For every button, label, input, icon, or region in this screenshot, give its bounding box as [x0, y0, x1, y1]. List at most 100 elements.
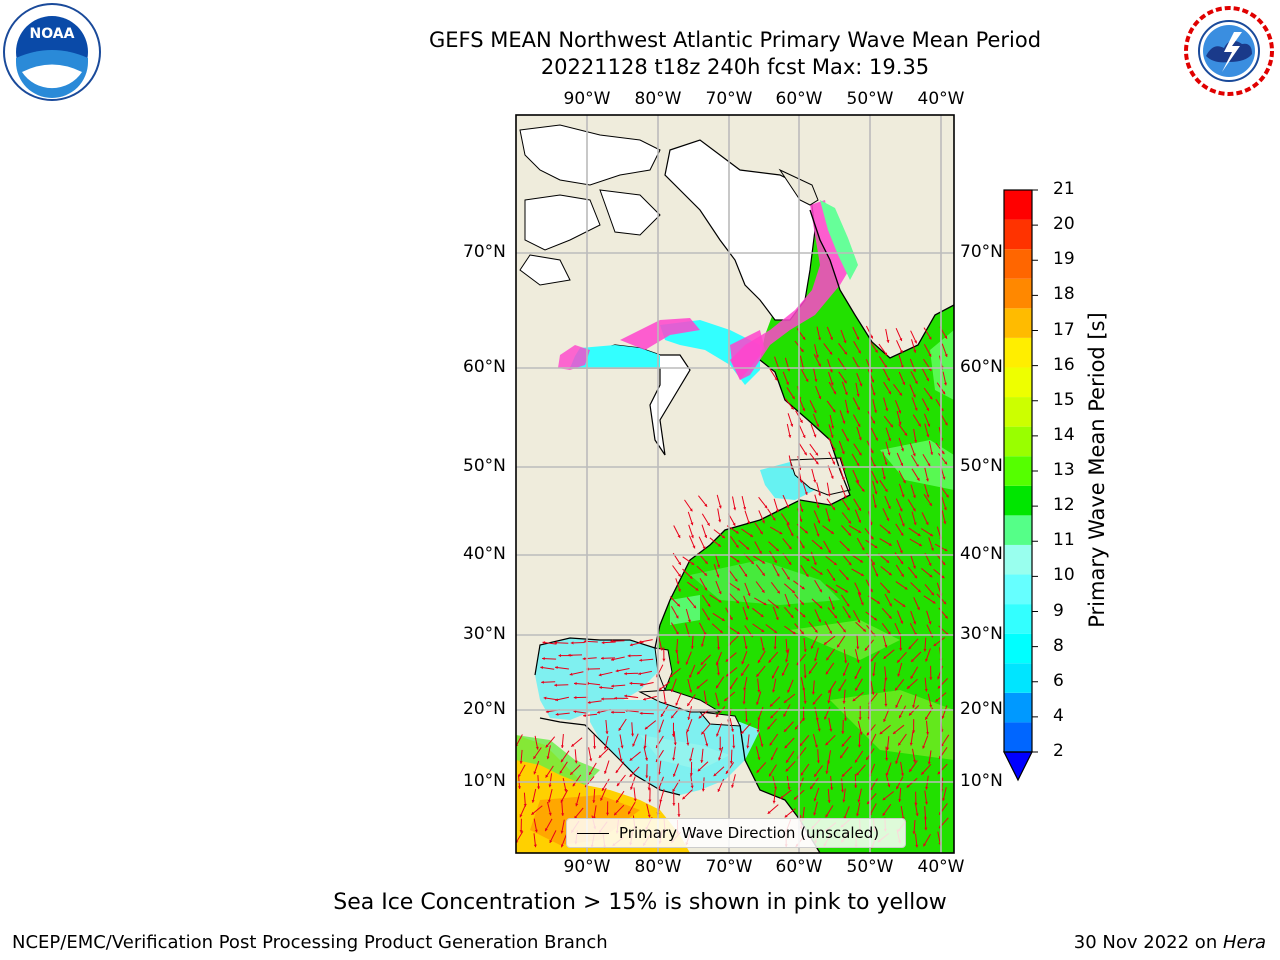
wave-arrow-head	[704, 503, 708, 507]
wave-arrow-head	[669, 674, 673, 678]
wave-arrow-head	[802, 614, 806, 618]
lon-label-top: 60°W	[775, 89, 823, 109]
wave-arrow-head	[598, 754, 602, 758]
wave-arrow-head	[759, 531, 763, 535]
wave-arrow-head	[912, 394, 916, 398]
wave-arrow-head	[690, 535, 694, 539]
wave-arrow-head	[554, 641, 557, 645]
wave-arrow-head	[717, 788, 721, 792]
wave-arrow-head	[923, 648, 927, 652]
wave-arrow-head	[632, 743, 636, 747]
wave-arrow-head	[704, 561, 708, 564]
wave-arrow-head	[659, 647, 663, 651]
wave-arrow-head	[593, 746, 597, 749]
wave-arrow-head	[729, 617, 733, 620]
wave-arrow-head	[722, 535, 725, 539]
wave-arrow-head	[883, 689, 886, 692]
wave-arrow-head	[690, 646, 694, 649]
wave-arrow-head	[696, 685, 700, 689]
colorbar-tick-label: 19	[1053, 249, 1075, 270]
wave-arrow-head	[841, 773, 845, 777]
colorbar-band	[1004, 249, 1032, 279]
wave-arrow-head	[899, 715, 902, 719]
wave-arrow-head	[803, 701, 807, 704]
wave-arrow-head	[756, 729, 760, 733]
wave-arrow-head	[799, 479, 803, 483]
wave-arrow-head	[870, 536, 874, 540]
wave-arrow-head	[792, 631, 796, 635]
wave-arrow-head	[788, 546, 792, 550]
noaa-logo: NOAA	[2, 2, 102, 106]
wave-arrow-head	[930, 452, 934, 455]
legend-line-sample	[577, 832, 609, 834]
wave-arrow-head	[757, 689, 761, 693]
wave-arrow-head	[864, 647, 868, 651]
colorbar-tick-label: 10	[1053, 565, 1075, 586]
wave-arrow-head	[540, 666, 544, 670]
wave-arrow-head	[858, 592, 862, 596]
wave-arrow-head	[931, 592, 934, 596]
wave-arrow-head	[819, 571, 823, 575]
wave-arrow-head	[787, 787, 791, 790]
wave-arrow-head	[732, 745, 736, 749]
colorbar-band	[1004, 544, 1032, 575]
wave-arrow-head	[829, 728, 833, 732]
wave-arrow-head	[546, 756, 550, 760]
wave-arrow-head	[900, 620, 904, 624]
lat-label-left: 30°N	[463, 624, 506, 644]
wave-arrow-head	[904, 586, 908, 590]
wave-arrow-head	[756, 673, 760, 677]
st-lawrence-water	[760, 462, 815, 500]
wave-arrow-head	[707, 617, 710, 621]
wave-arrow-head	[718, 519, 722, 523]
wave-arrow-head	[888, 572, 892, 576]
wave-arrow-head	[922, 745, 926, 749]
wave-arrow-head	[790, 406, 794, 410]
wave-arrow-head	[901, 448, 904, 452]
wave-arrow-head	[533, 756, 537, 759]
wave-arrow-head	[803, 649, 807, 652]
wave-arrow-head	[716, 672, 720, 676]
wave-arrow-head	[718, 591, 722, 595]
wave-arrow-head	[560, 830, 564, 834]
wave-arrow-head	[742, 701, 746, 705]
wave-arrow-head	[885, 757, 889, 761]
lat-label-left: 60°N	[463, 357, 506, 377]
wave-arrow-head	[902, 604, 906, 607]
wave-arrow-head	[716, 685, 719, 689]
wave-arrow-head	[658, 729, 662, 733]
wave-arrow-head	[869, 369, 873, 373]
wave-arrow-head	[871, 691, 875, 695]
wave-arrow-head	[786, 522, 790, 525]
wave-arrow-head	[875, 480, 879, 484]
wave-arrow-head	[747, 521, 751, 524]
wave-arrow-head	[725, 658, 729, 662]
wave-arrow-head	[813, 812, 817, 816]
wave-arrow-head	[914, 407, 918, 411]
wave-arrow-head	[855, 687, 858, 691]
wave-arrow-head	[817, 728, 821, 732]
wave-arrow-head	[573, 696, 577, 700]
arctic-white	[524, 194, 601, 251]
wave-arrow-head	[647, 814, 651, 818]
wave-arrow-head	[614, 696, 617, 700]
wave-arrow-head	[895, 687, 898, 691]
wave-arrow-head	[724, 698, 728, 702]
wave-arrow-head	[887, 631, 891, 635]
wave-arrow-head	[619, 758, 623, 762]
wave-arrow-head	[790, 423, 794, 427]
wave-arrow-head	[874, 410, 877, 413]
wave-arrow-head	[857, 423, 861, 427]
wave-arrow-head	[830, 382, 834, 386]
wave-arrow-head	[883, 655, 887, 659]
wave-arrow-head	[887, 530, 891, 534]
wave-arrow-head	[929, 574, 933, 578]
wave-arrow-head	[843, 340, 847, 344]
wave-arrow-head	[533, 844, 537, 848]
wave-arrow-head	[555, 712, 559, 716]
wave-arrow-head	[941, 575, 945, 579]
wave-arrow-head	[830, 475, 834, 479]
wave-arrow-head	[630, 786, 633, 790]
wave-arrow-head	[606, 812, 610, 816]
